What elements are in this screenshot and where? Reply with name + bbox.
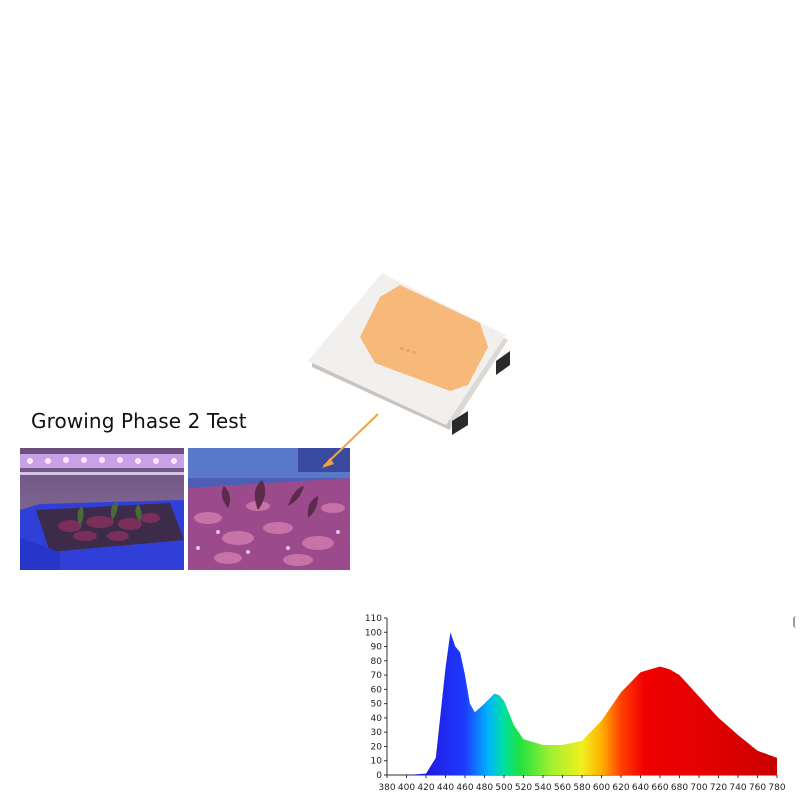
y-tick-label: 0 xyxy=(376,771,382,781)
y-tick-label: 110 xyxy=(365,614,382,624)
y-tick-label: 80 xyxy=(371,657,383,667)
growing-phase-caption: Growing Phase 2 Test xyxy=(31,409,247,433)
y-tick-label: 30 xyxy=(371,728,383,738)
smd-led-chip-image xyxy=(300,265,520,435)
x-tick-label: 500 xyxy=(495,783,512,793)
x-tick-label: 600 xyxy=(593,783,610,793)
x-tick-label: 620 xyxy=(612,783,629,793)
x-tick-label: 680 xyxy=(671,783,688,793)
x-tick-label: 420 xyxy=(417,783,434,793)
spectrum-area xyxy=(387,632,777,775)
spectrum-chart: 0 10 20 30 40 50 60 70 80 90 100 110 380 400 420 440 46… xyxy=(355,610,800,800)
x-tick-label: 380 xyxy=(378,783,395,793)
y-tick-label: 70 xyxy=(371,671,383,681)
grow-tray-photo xyxy=(20,448,184,570)
y-tick-label: 10 xyxy=(371,757,383,767)
x-tick-label: 660 xyxy=(651,783,668,793)
y-tick-label: 100 xyxy=(365,628,382,638)
y-tick-label: 50 xyxy=(371,700,383,710)
pointer-arrow xyxy=(322,413,379,468)
x-tick-label: 400 xyxy=(398,783,415,793)
y-tick-label: 90 xyxy=(371,643,383,653)
x-tick-label: 440 xyxy=(437,783,454,793)
x-tick-label: 720 xyxy=(710,783,727,793)
edge-artifact xyxy=(793,616,800,628)
x-tick-label: 520 xyxy=(515,783,532,793)
x-tick-label: 540 xyxy=(534,783,551,793)
x-tick-label: 460 xyxy=(456,783,473,793)
x-tick-label: 560 xyxy=(554,783,571,793)
y-tick-label: 60 xyxy=(371,685,383,695)
x-tick-label: 580 xyxy=(573,783,590,793)
y-tick-label: 40 xyxy=(371,714,383,724)
plant-closeup-photo xyxy=(188,448,350,570)
x-tick-label: 760 xyxy=(749,783,766,793)
x-tick-label: 780 xyxy=(768,783,785,793)
x-tick-label: 640 xyxy=(632,783,649,793)
y-tick-label: 20 xyxy=(371,742,383,752)
x-tick-label: 700 xyxy=(690,783,707,793)
x-tick-label: 480 xyxy=(476,783,493,793)
x-tick-label: 740 xyxy=(729,783,746,793)
